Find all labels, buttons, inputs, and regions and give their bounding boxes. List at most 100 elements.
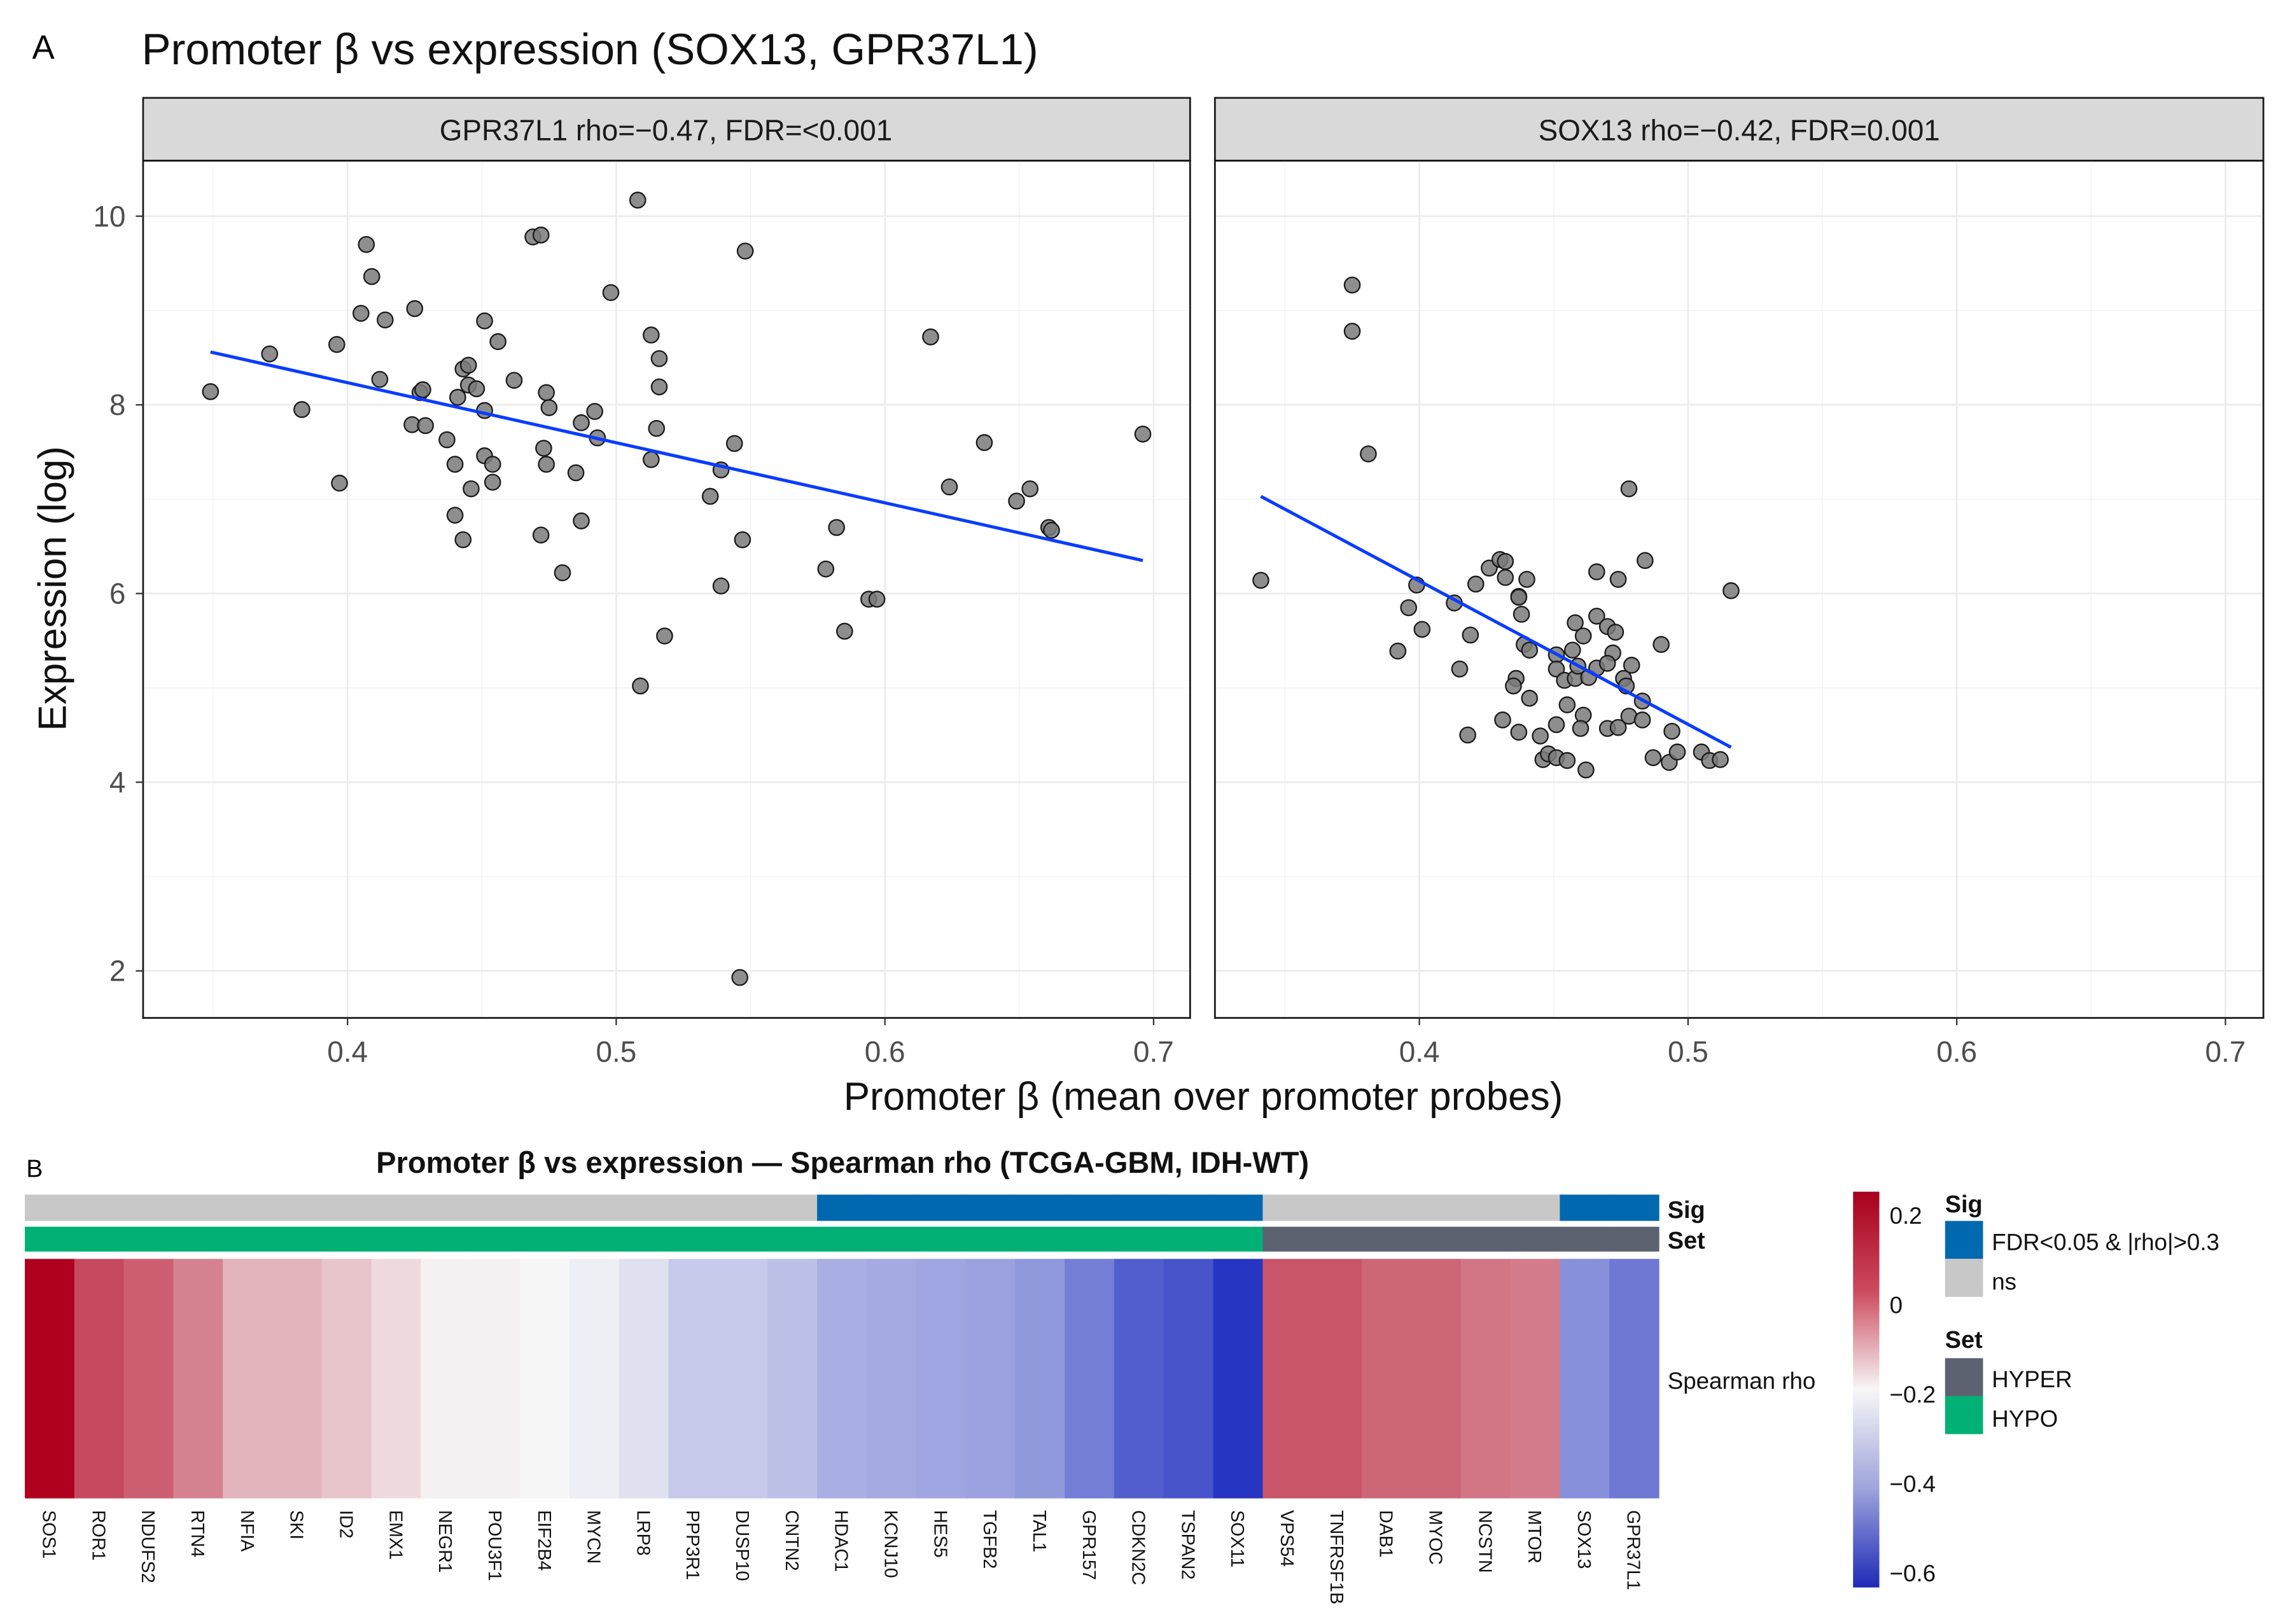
data-point [1510, 724, 1528, 741]
data-point [1360, 445, 1377, 463]
heatmap-cell [1163, 1259, 1214, 1499]
data-point [940, 478, 958, 496]
colorbar-tick-label: 0 [1890, 1292, 1903, 1319]
gene-label: DAB1 [1376, 1510, 1396, 1558]
sig-annotation-cell [767, 1194, 818, 1221]
gene-label: LRP8 [632, 1510, 653, 1556]
data-point [828, 519, 845, 536]
sig-annotation-cell [1262, 1194, 1313, 1221]
legend-item-hypo: HYPO [1992, 1406, 2058, 1432]
gene-label: MTOR [1524, 1510, 1544, 1564]
x-tick-label: 0.6 [1936, 1035, 1977, 1068]
gene-label: ROR1 [88, 1510, 108, 1561]
heatmap-cell [421, 1259, 472, 1499]
sig-annotation-cell [74, 1194, 125, 1221]
legend-swatch-ns [1945, 1259, 1983, 1297]
data-point [975, 434, 993, 451]
heatmap-cell [321, 1259, 372, 1499]
data-point [1574, 627, 1592, 645]
data-point [1577, 761, 1595, 779]
data-point [1623, 657, 1640, 674]
gene-label: HES5 [930, 1510, 950, 1558]
data-point [868, 591, 886, 608]
set-annotation-cell [1262, 1226, 1313, 1252]
gene-label: SOS1 [39, 1510, 59, 1559]
data-point [1558, 696, 1576, 713]
gene-label: CNTN2 [781, 1510, 802, 1571]
gene-label: VPS54 [1276, 1510, 1297, 1567]
sig-annotation-cell [866, 1194, 917, 1221]
data-point [328, 336, 346, 353]
data-point [567, 464, 585, 482]
data-point [701, 487, 719, 505]
data-point [1505, 677, 1522, 695]
data-point [1567, 614, 1584, 631]
heatmap-cell [1312, 1259, 1362, 1499]
set-annotation-cell [371, 1226, 422, 1252]
facet-sox13: SOX13 rho=−0.42, FDR=0.001 [1213, 97, 2265, 1019]
heatmap-cell [718, 1259, 768, 1499]
sig-annotation-cell [618, 1194, 669, 1221]
data-point [1343, 276, 1361, 294]
data-point [1663, 722, 1681, 740]
set-annotation-cell [272, 1226, 323, 1252]
set-annotation-cell [223, 1226, 273, 1252]
gene-label: SKI [286, 1510, 307, 1539]
legend-set-title: Set [1945, 1327, 1983, 1354]
heatmap-cell [1114, 1259, 1164, 1499]
gene-label: GPR157 [1079, 1510, 1099, 1580]
sig-annotation-cell [272, 1194, 323, 1221]
data-point [1548, 716, 1565, 734]
set-annotation-cell [123, 1226, 174, 1252]
data-point [505, 372, 523, 389]
sig-annotation-cell [965, 1194, 1016, 1221]
sig-annotation-cell [321, 1194, 372, 1221]
x-tick-label: 0.7 [2205, 1035, 2246, 1068]
heatmap-cell [668, 1259, 719, 1499]
sig-annotation-cell [1065, 1194, 1115, 1221]
facet-strip [142, 97, 1191, 162]
y-axis-ticks: 2 4 6 8 10 [93, 200, 143, 988]
heatmap-cell [223, 1259, 273, 1499]
sig-annotation-cell [421, 1194, 472, 1221]
data-point [643, 451, 660, 468]
sig-annotation-label: Sig [1668, 1197, 1705, 1224]
data-point [331, 474, 348, 492]
gene-label: EMX1 [385, 1510, 405, 1560]
y-tick-label: 6 [109, 577, 126, 610]
sig-annotation-cell [668, 1194, 719, 1221]
data-point [1252, 571, 1269, 589]
data-point [1722, 582, 1740, 599]
heatmap-cell [1560, 1259, 1610, 1499]
set-annotation-cell [718, 1226, 768, 1252]
heatmap-cell [1411, 1259, 1462, 1499]
data-point [352, 305, 370, 322]
set-annotation-cell [1163, 1226, 1214, 1252]
data-point [1712, 751, 1729, 768]
data-point [532, 227, 550, 244]
legend-swatch-hyper [1945, 1358, 1983, 1396]
data-point [1400, 599, 1418, 617]
data-point [712, 577, 730, 595]
set-annotation-cell [1560, 1226, 1610, 1252]
data-point [468, 380, 486, 398]
colorbar-tick-label: −0.6 [1890, 1560, 1936, 1586]
data-point [1497, 552, 1514, 570]
x-tick-label: 0.4 [1399, 1035, 1440, 1068]
heatmap-cell [767, 1259, 818, 1499]
set-annotation-cell [1362, 1226, 1412, 1252]
sig-annotation-cell [570, 1194, 620, 1221]
set-annotation-cell [421, 1226, 472, 1252]
sig-annotation-cell [371, 1194, 422, 1221]
data-point [454, 531, 472, 549]
gene-label: TNFRSF1B [1326, 1510, 1346, 1604]
data-point [1668, 743, 1686, 761]
gene-label: NCSTN [1474, 1510, 1495, 1573]
gene-label: RTN4 [187, 1510, 207, 1557]
data-point [1462, 626, 1479, 644]
set-annotation-cell [1213, 1226, 1264, 1252]
legend-swatch-sig [1945, 1221, 1983, 1259]
data-point [1467, 575, 1485, 593]
sig-annotation-cell [1362, 1194, 1412, 1221]
facet-strip-label: SOX13 rho=−0.42, FDR=0.001 [1539, 113, 1940, 146]
